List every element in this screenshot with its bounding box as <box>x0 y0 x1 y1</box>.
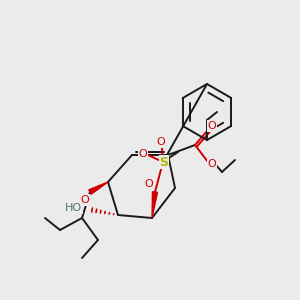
Text: O: O <box>81 195 89 205</box>
Text: S: S <box>160 155 169 169</box>
Text: O: O <box>208 159 216 169</box>
Text: O: O <box>145 179 153 189</box>
Text: HO: HO <box>65 203 82 213</box>
Text: O: O <box>139 149 147 159</box>
Polygon shape <box>152 192 158 218</box>
Text: O: O <box>208 121 216 131</box>
Text: O: O <box>157 137 165 147</box>
Polygon shape <box>89 182 108 194</box>
